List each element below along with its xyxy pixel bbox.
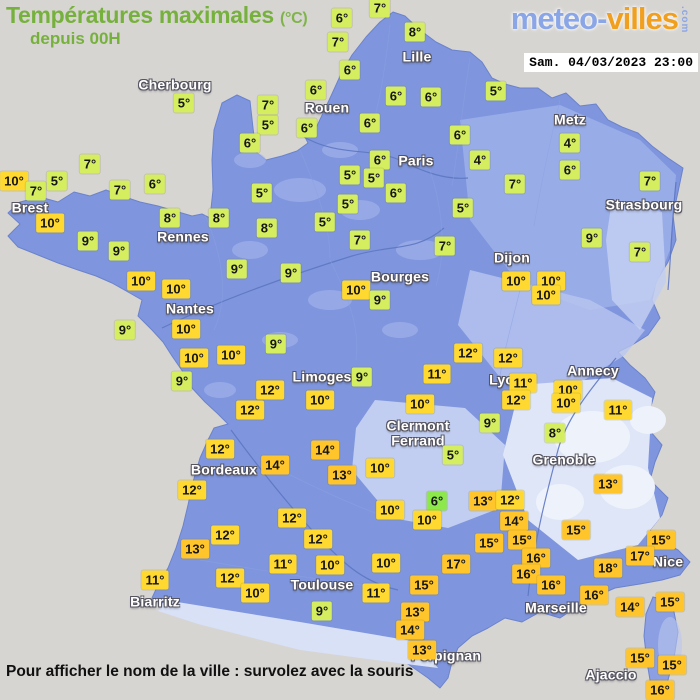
- timestamp-badge: Sam. 04/03/2023 23:00: [524, 53, 698, 72]
- logo-suffix: .com: [679, 6, 690, 34]
- department-borders: [199, 24, 561, 587]
- logo-part-blue: meteo-: [510, 1, 608, 36]
- logo-part-orange: villes: [606, 1, 679, 36]
- meteo-villes-logo[interactable]: meteo-villes .com: [511, 1, 690, 37]
- title-unit: (°C): [279, 10, 308, 27]
- title-block: Températures maximales (°C) depuis 00H: [6, 2, 308, 49]
- page-title: Températures maximales (°C): [6, 2, 308, 28]
- footer-hint: Pour afficher le nom de la ville : survo…: [6, 663, 414, 680]
- page-subtitle: depuis 00H: [30, 29, 121, 49]
